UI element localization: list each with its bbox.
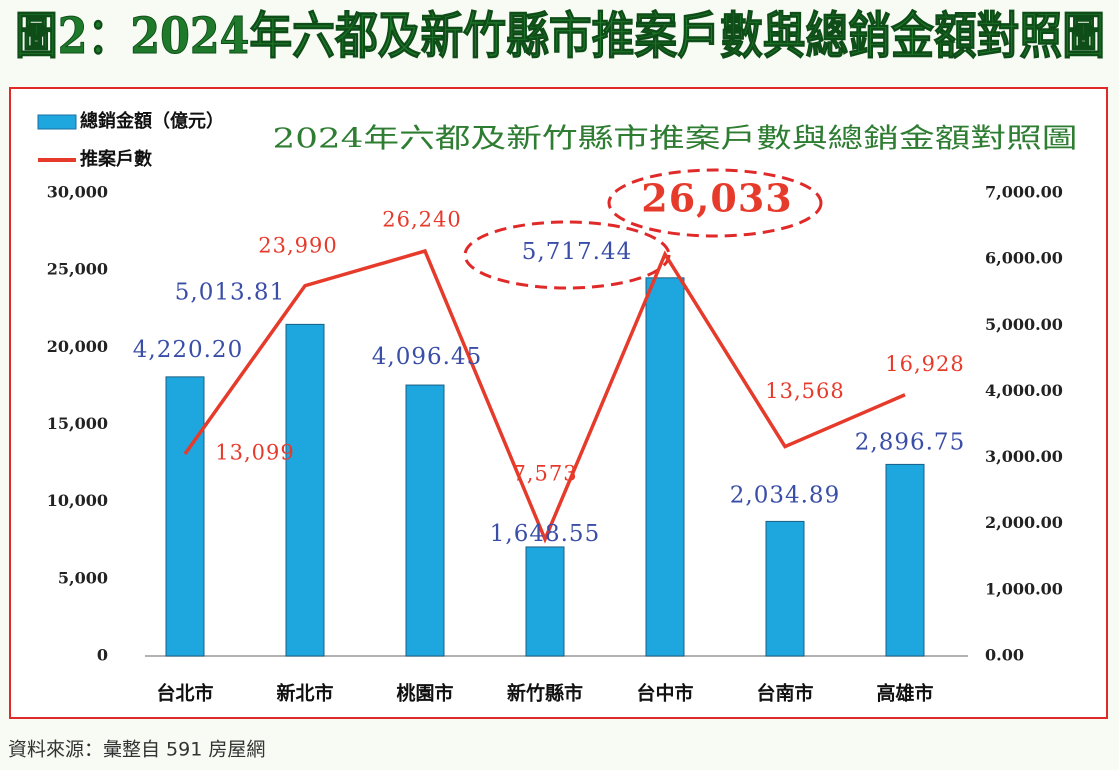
line: [183, 248, 906, 544]
y-tick-label: 25,000: [47, 260, 108, 279]
highlight-ellipse: [463, 220, 671, 290]
y-tick-label: 30,000: [47, 183, 108, 202]
data-label: 16,928: [885, 352, 964, 376]
highlight-ellipse: [607, 168, 823, 238]
y-tick-label: 15,000: [47, 414, 108, 433]
x-tick-label: 新北市: [276, 682, 333, 705]
data-label: 13,099: [215, 440, 294, 464]
data-label: 2,896.75: [855, 429, 965, 455]
data-label: 26,240: [382, 208, 461, 232]
bar: [645, 277, 685, 657]
y2-tick-label: 1,000.00: [985, 579, 1063, 598]
y2-tick-label: 0.00: [985, 646, 1024, 665]
data-label: 5,717.44: [522, 239, 632, 265]
bar: [885, 463, 925, 657]
x-tick-label: 台北市: [156, 682, 213, 705]
data-label: 26,033: [641, 176, 792, 221]
bar: [165, 376, 205, 657]
bar: [765, 520, 805, 657]
y2-tick-label: 4,000.00: [985, 381, 1063, 400]
y2-tick-label: 5,000.00: [985, 315, 1063, 334]
bar: [525, 546, 565, 657]
source-note: 資料來源：彙整自 591 房屋網: [8, 739, 265, 761]
legend-label: 總銷金額（億元）: [80, 110, 224, 132]
chart-title: 2024年六都及新竹縣市推案戶數與總銷金額對照圖: [273, 124, 1078, 155]
data-label: 4,096.45: [372, 344, 482, 370]
data-label: 5,013.81: [175, 279, 285, 305]
legend-label: 推案戶數: [80, 148, 152, 170]
x-tick-label: 台南市: [756, 682, 813, 705]
data-label: 23,990: [258, 233, 337, 257]
legend-swatch: [37, 114, 77, 130]
data-label: 13,568: [765, 379, 844, 403]
x-tick-label: 桃園市: [396, 682, 453, 705]
data-label: 2,034.89: [730, 482, 840, 508]
y2-tick-label: 3,000.00: [985, 447, 1063, 466]
y-tick-label: 20,000: [47, 337, 108, 356]
y-tick-label: 5,000: [58, 568, 108, 587]
y-tick-label: 0: [97, 646, 108, 665]
x-tick-label: 新竹縣市: [507, 682, 583, 705]
y2-tick-label: 2,000.00: [985, 513, 1063, 532]
data-label: 1,648.55: [490, 521, 600, 547]
y2-tick-label: 7,000.00: [985, 183, 1063, 202]
data-label: 4,220.20: [133, 337, 243, 363]
x-tick-label: 台中市: [636, 682, 693, 705]
bar: [405, 384, 445, 657]
y-tick-label: 10,000: [47, 491, 108, 510]
data-label: 7,573: [512, 462, 577, 486]
x-tick-label: 高雄市: [876, 682, 933, 705]
y2-tick-label: 6,000.00: [985, 249, 1063, 268]
page-title: 圖2：2024年六都及新竹縣市推案戶數與總銷金額對照圖: [15, 6, 1105, 65]
bar: [285, 323, 325, 657]
